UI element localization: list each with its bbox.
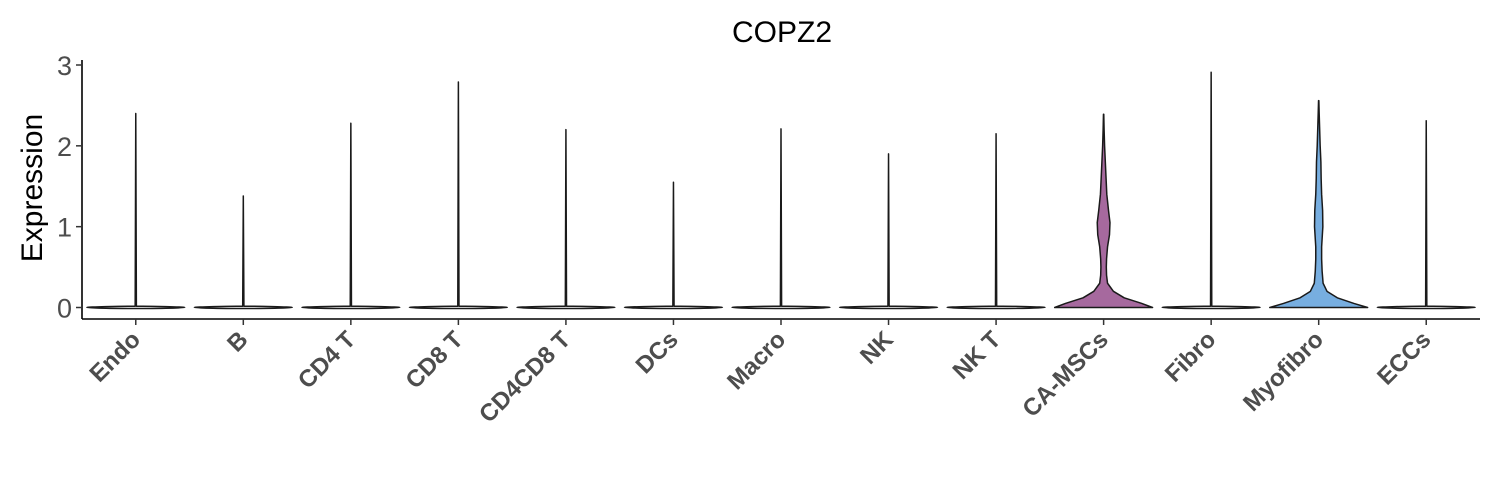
x-tick-label-endo: Endo (84, 326, 146, 388)
violin-dcs (623, 181, 724, 310)
y-tick-label: 0 (57, 294, 72, 324)
violin-myofibro (1269, 99, 1369, 309)
x-tick-label-nk: NK (855, 326, 899, 370)
x-tick-label-cd4-t: CD4 T (293, 326, 361, 394)
y-tick-label: 3 (57, 51, 72, 81)
plot-area (86, 71, 1476, 310)
violin-cd4-t (301, 122, 401, 310)
x-tick-label-nk-t: NK T (948, 326, 1007, 385)
x-tick-label-dcs: DCs (631, 326, 684, 379)
x-tick-label-macro: Macro (722, 326, 791, 395)
violin-ca-mscs (1053, 113, 1154, 309)
axes: 0 1 2 3 Endo B CD4 T CD8 T CD4CD8 T DCs Macro NK NK … (57, 51, 1480, 428)
violin-eccs (1376, 120, 1476, 310)
y-tick-label: 1 (57, 213, 72, 243)
x-tick-label-myofibro: Myofibro (1238, 326, 1329, 417)
x-tick-label-cd8-t: CD8 T (401, 326, 469, 394)
x-tick-label-b: B (222, 326, 253, 357)
chart-title: COPZ2 (732, 16, 832, 49)
x-tick-label-fibro: Fibro (1160, 326, 1222, 388)
y-tick-label: 2 (57, 132, 72, 162)
violin-b (193, 195, 293, 310)
x-tick-label-cd4cd8-t: CD4CD8 T (474, 326, 576, 428)
x-tick-label-eccs: ECCs (1372, 326, 1436, 390)
violin-macro (731, 128, 831, 310)
x-tick-label-ca-mscs: CA-MSCs (1017, 326, 1113, 422)
violin-fibro (1161, 71, 1261, 310)
violin-nk-t (946, 132, 1046, 310)
y-axis-label: Expression (16, 114, 49, 262)
violin-nk (838, 153, 939, 310)
violin-cd4cd8-t (516, 128, 616, 310)
violin-cd8-t (408, 81, 509, 310)
violin-endo (86, 112, 186, 310)
